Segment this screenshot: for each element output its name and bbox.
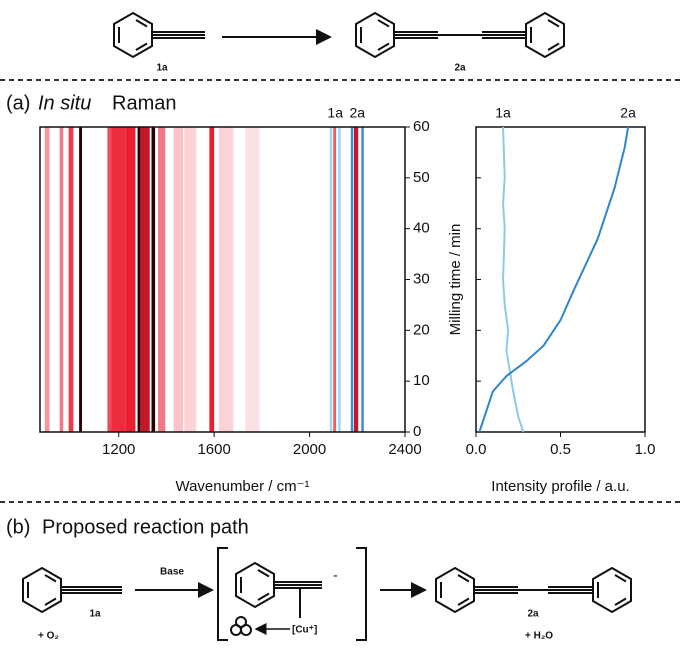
label: 2a [527,609,539,620]
band [209,127,215,432]
x-tick-label: 2000 [293,441,326,458]
band [158,127,166,432]
y-tick-label: 20 [413,321,430,338]
band [111,127,126,432]
band [79,127,82,432]
line [502,126,525,433]
band [184,127,197,432]
x-tick-label: 1600 [197,441,230,458]
band [245,127,260,432]
x-axis-label: Intensity profile / a.u. [491,478,629,495]
panel-label: (b) [6,516,30,538]
band [333,127,337,432]
panel-label: (a) [6,92,30,114]
legend-label: 2a [620,105,636,121]
y-tick-label: 40 [413,220,430,237]
x-axis-label: Wavenumber / cm⁻¹ [175,478,309,495]
marker-label: 2a [349,105,365,121]
charge: - [333,567,338,583]
band [44,127,50,432]
y-tick-label: 10 [413,372,430,389]
bottom-scheme: Base 1a + O₂ - [Cu⁺] 2a + H₂O [22,547,632,642]
band [353,127,359,432]
catalyst: [Cu⁺] [292,625,317,636]
line [478,126,630,433]
x-tick-label: 0.0 [466,441,487,458]
panel-title: Raman [112,92,176,114]
label: 2a [454,63,466,74]
band [68,127,74,432]
band [140,127,150,432]
x-tick-label: 0.5 [550,441,571,458]
band [59,127,64,432]
band [107,127,114,432]
x-tick-label: 1.0 [635,441,656,458]
band [125,127,136,432]
label: 1a [89,609,101,620]
band [173,127,184,432]
marker-label: 1a [327,105,343,121]
band [218,127,234,432]
label: 1a [156,63,168,74]
legend-label: 1a [495,105,511,121]
band [137,127,141,432]
panel-title: In situ [38,92,91,114]
top-scheme: 1a 2a [113,12,565,74]
x-tick-label: 1200 [102,441,135,458]
plot-frame [475,126,646,433]
y-tick-label: 30 [413,270,430,287]
x-tick-label: 2400 [388,441,421,458]
band [151,127,156,432]
panel-title: Proposed reaction path [42,516,249,538]
label: + H₂O [525,631,553,642]
y-axis-label: Milling time / min [447,224,464,336]
y-tick-label: 0 [413,423,421,440]
y-tick-label: 50 [413,169,430,186]
y-tick-label: 60 [413,118,430,135]
reagent: Base [160,567,184,578]
label: + O₂ [38,631,59,642]
